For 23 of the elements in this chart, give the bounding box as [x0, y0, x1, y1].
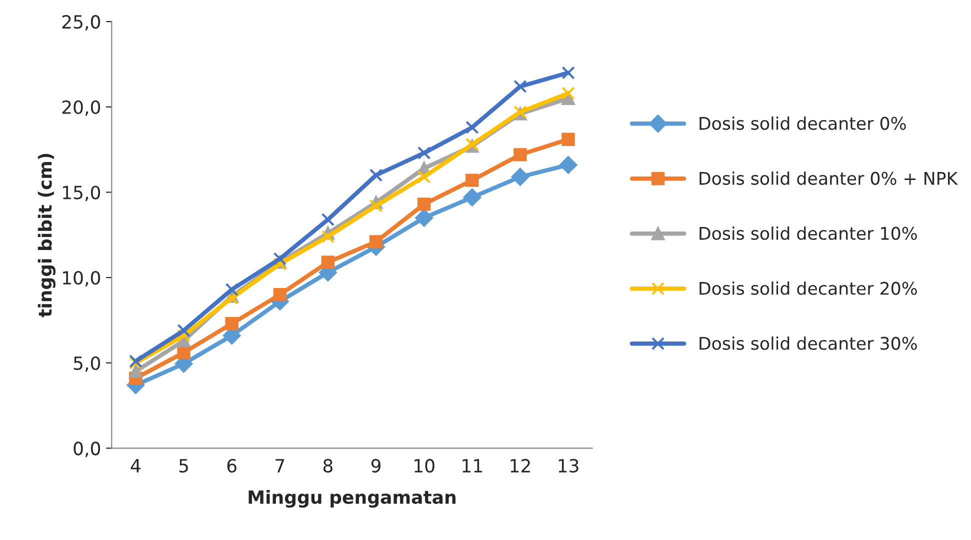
x-tick-label: 9 [371, 458, 380, 473]
x-axis-title: Minggu pengamatan [248, 490, 456, 508]
x-tick-label: 5 [179, 459, 188, 473]
x-tick-label: 4 [130, 459, 140, 472]
x-tick-label: 6 [227, 458, 236, 473]
x-tick-label: 8 [323, 458, 332, 473]
y-tick-label: 25,0 [62, 15, 100, 31]
x-tick-label: 13 [558, 458, 578, 473]
y-tick-label: 20,0 [62, 100, 100, 116]
y-tick-label: 5,0 [74, 356, 100, 372]
x-tick-label: 12 [510, 458, 530, 472]
y-tick-label: 0,0 [74, 442, 100, 458]
x-tick-label: 11 [462, 459, 482, 472]
legend-label: Dosis solid decanter 0% [700, 116, 906, 130]
x-tick-label: 7 [276, 459, 284, 472]
legend-label: Dosis solid decanter 30% [700, 336, 917, 350]
legend-label: Dosis solid decanter 10% [700, 226, 917, 240]
x-tick-label: 10 [414, 458, 434, 473]
legend-label: Dosis solid deanter 0% + NPK [700, 172, 958, 185]
y-tick-label: 15,0 [63, 186, 100, 202]
legend-label: Dosis solid decanter 20% [700, 281, 917, 295]
y-tick-label: 10,0 [63, 271, 100, 287]
y-axis-title: tinggi bibit (cm) [38, 154, 56, 318]
